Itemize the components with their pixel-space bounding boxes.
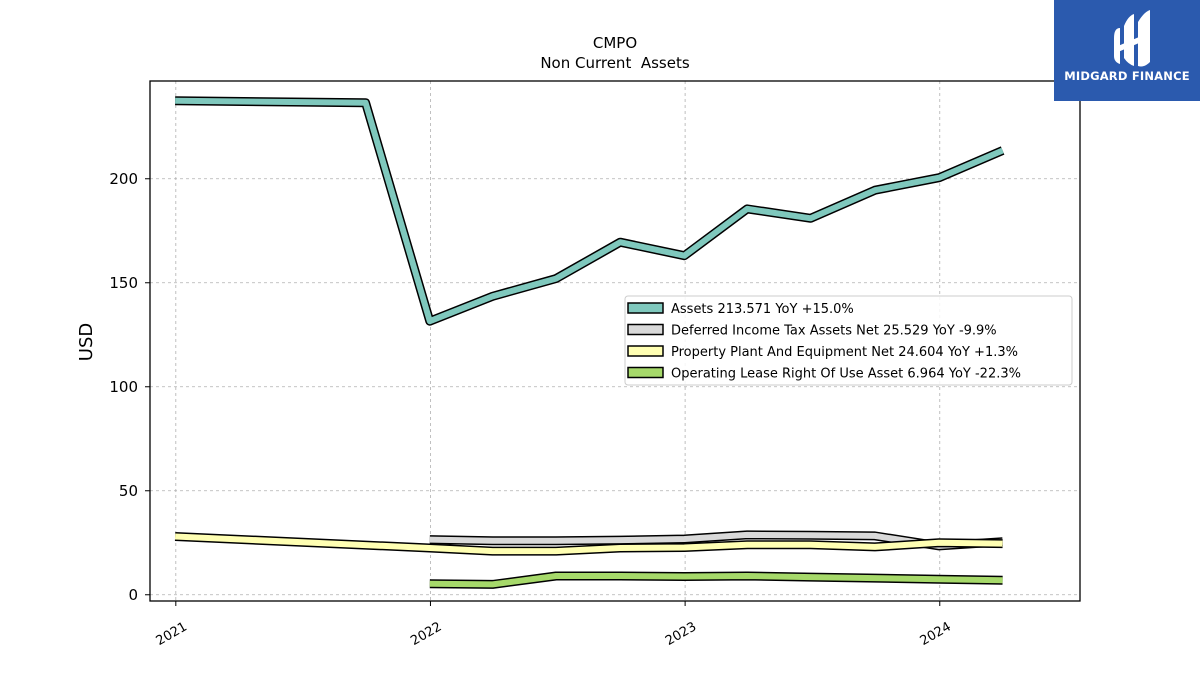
chart-title: CMPO xyxy=(593,34,637,52)
legend-swatch xyxy=(627,366,664,379)
y-axis-label: USD xyxy=(76,323,97,361)
legend-label: Operating Lease Right Of Use Asset 6.964… xyxy=(671,367,1021,382)
y-tick-label: 0 xyxy=(128,586,138,604)
legend-label: Deferred Income Tax Assets Net 25.529 Yo… xyxy=(671,324,997,339)
legend-swatch xyxy=(627,302,664,314)
series-operating-lease-right-of-use-asset xyxy=(429,571,1003,589)
y-tick-label: 100 xyxy=(109,378,138,396)
x-tick-label: 2023 xyxy=(663,619,699,649)
series-assets xyxy=(175,96,1005,326)
series-layer xyxy=(174,96,1005,589)
brand-logo: MIDGARD FINANCE xyxy=(1054,0,1200,101)
series-property-plant-and-equipment-net xyxy=(174,532,1003,556)
series-outline xyxy=(175,96,1005,326)
brand-mark-icon xyxy=(1114,10,1150,67)
series-line xyxy=(174,533,1003,555)
x-tick-label: 2022 xyxy=(408,619,444,649)
legend-label: Property Plant And Equipment Net 24.604 … xyxy=(671,345,1018,360)
series-line xyxy=(175,97,1004,325)
legend: Assets 213.571 YoY +15.0% Deferred Income… xyxy=(624,295,1073,386)
series-line xyxy=(429,573,1003,588)
brand-name: MIDGARD FINANCE xyxy=(1064,69,1190,83)
legend-box xyxy=(624,295,1073,386)
x-tick-label: 2024 xyxy=(918,619,954,649)
x-tick-label: 2021 xyxy=(154,619,190,649)
legend-swatch xyxy=(627,323,664,336)
chart-subtitle: Non Current Assets xyxy=(540,54,690,72)
legend-swatch xyxy=(627,345,664,357)
y-tick-label: 150 xyxy=(109,274,138,292)
y-tick-label: 200 xyxy=(109,170,138,188)
legend-label: Assets 213.571 YoY +15.0% xyxy=(671,302,854,317)
plot-frame xyxy=(149,80,1081,602)
y-tick-label: 50 xyxy=(119,482,138,500)
